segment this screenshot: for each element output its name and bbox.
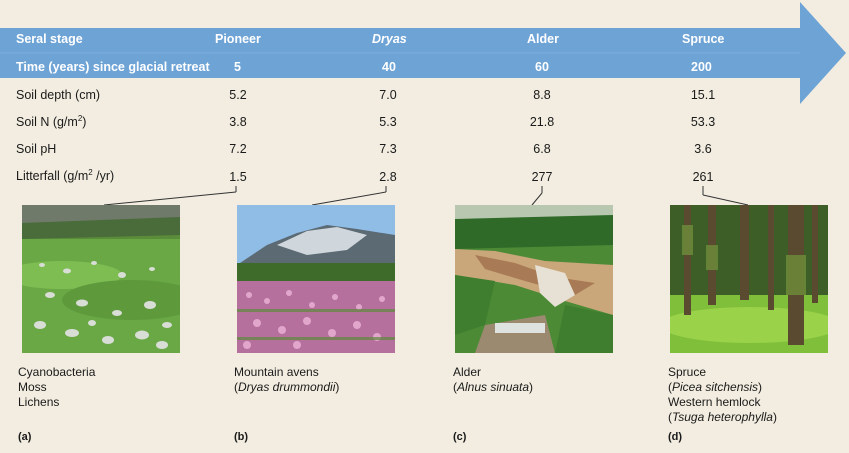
soil-ph-alder: 6.8	[533, 142, 551, 156]
caption-d: Spruce (Picea sitchensis) Western hemloc…	[668, 365, 777, 424]
time-alder: 60	[535, 60, 549, 74]
soil-depth-label: Soil depth (cm)	[16, 88, 101, 102]
time-pioneer: 5	[234, 60, 241, 74]
soil-n-label: Soil N (g/m2)	[16, 114, 87, 130]
panel-letter-c: (c)	[453, 431, 467, 443]
litterfall-dryas: 2.8	[379, 170, 397, 184]
caption-c: Alder (Alnus sinuata)	[453, 365, 534, 394]
soil-depth-alder: 8.8	[533, 88, 551, 102]
leader-line-a2	[103, 191, 237, 206]
panel-letter-a: (a)	[18, 431, 32, 443]
time-dryas: 40	[382, 60, 396, 74]
time-spruce: 200	[691, 60, 712, 74]
leader-line-d2	[702, 194, 749, 206]
soil-ph-dryas: 7.3	[379, 142, 397, 156]
caption-a: Cyanobacteria Moss Lichens	[18, 365, 96, 409]
soil-n-pioneer: 3.8	[229, 115, 247, 129]
stage-spruce: Spruce	[682, 32, 725, 46]
stage-dryas: Dryas	[372, 32, 407, 46]
soil-depth-dryas: 7.0	[379, 88, 397, 102]
soil-n-spruce: 53.3	[690, 115, 716, 129]
litterfall-spruce: 261	[692, 170, 714, 184]
soil-ph-label: Soil pH	[16, 142, 57, 156]
litterfall-alder: 277	[531, 170, 553, 184]
photo-alder-stage	[455, 205, 613, 353]
soil-ph-pioneer: 7.2	[229, 142, 247, 156]
photo-spruce-stage	[670, 205, 828, 353]
soil-ph-spruce: 3.6	[694, 142, 712, 156]
soil-depth-pioneer: 5.2	[229, 88, 247, 102]
photo-pioneer-stage	[22, 205, 180, 353]
timeline-arrow	[0, 2, 846, 104]
panel-letter-b: (b)	[234, 431, 249, 443]
soil-n-alder: 21.8	[529, 115, 555, 129]
leader-line-b2	[311, 191, 387, 206]
soil-n-dryas: 5.3	[379, 115, 397, 129]
stage-pioneer: Pioneer	[215, 32, 261, 46]
leader-line-c2	[531, 192, 543, 206]
stage-alder: Alder	[527, 32, 559, 46]
seral-stage-label: Seral stage	[16, 32, 83, 46]
caption-b: Mountain avens (Dryas drummondii)	[234, 365, 340, 394]
litterfall-pioneer: 1.5	[229, 170, 247, 184]
panel-letter-d: (d)	[668, 431, 683, 443]
time-label: Time (years) since glacial retreat	[16, 60, 210, 74]
litterfall-label: Litterfall (g/m2 /yr)	[16, 168, 115, 184]
soil-depth-spruce: 15.1	[690, 88, 716, 102]
photo-dryas-stage	[237, 205, 395, 353]
